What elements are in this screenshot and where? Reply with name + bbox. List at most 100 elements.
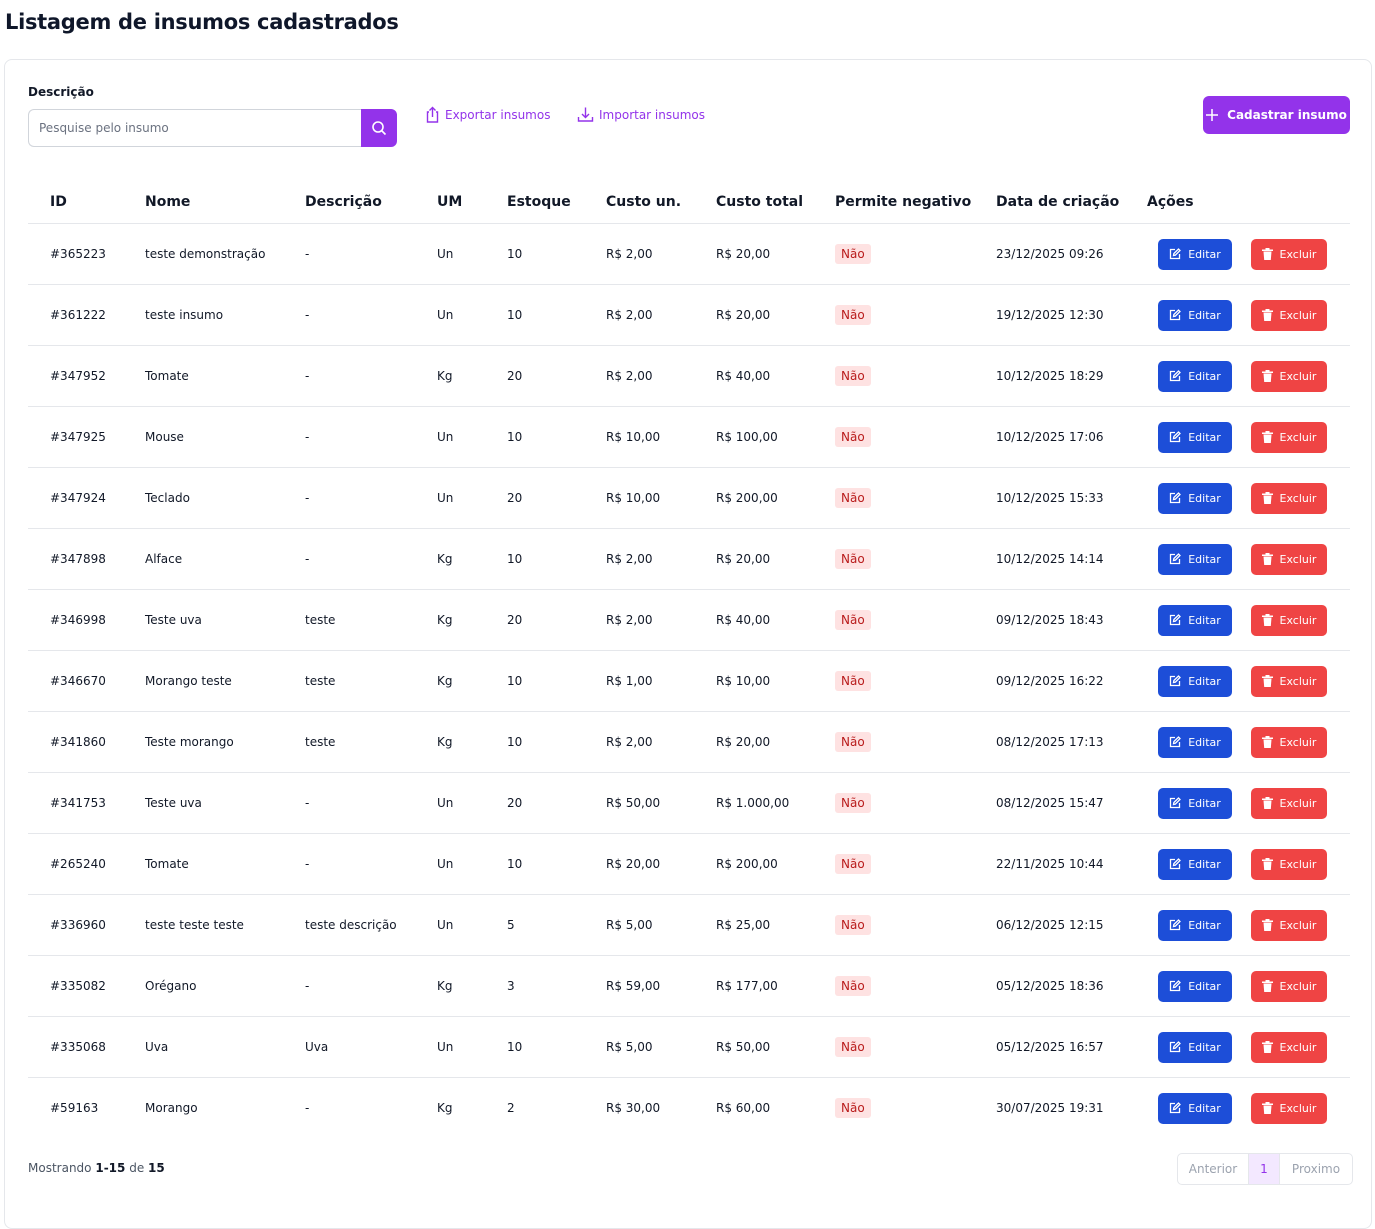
delete-button[interactable]: Excluir [1251,1031,1327,1063]
edit-text: Editar [1188,857,1221,871]
cell-text: - [305,247,310,261]
actions: Editar Excluir [1147,360,1350,392]
table-cell: #336960 [28,894,123,956]
edit-button[interactable]: Editar [1158,665,1232,697]
edit-button[interactable]: Editar [1158,360,1232,392]
search-button[interactable] [361,109,397,147]
delete-text: Excluir [1279,552,1317,566]
delete-button[interactable]: Excluir [1251,482,1327,514]
cell-text: - [305,308,310,322]
delete-icon [1261,858,1273,870]
column-header: Custo un. [584,180,694,224]
table-cell: Tomate [123,345,283,407]
table-cell: R$ 20,00 [694,284,813,346]
edit-button[interactable]: Editar [1158,421,1232,453]
cell-text: Kg [437,552,453,566]
cell-text: 5 [507,918,515,932]
delete-button[interactable]: Excluir [1251,1092,1327,1124]
table-cell: #361222 [28,284,123,346]
table-cell: 05/12/2025 16:57 [974,1016,1125,1078]
delete-button[interactable]: Excluir [1251,970,1327,1002]
delete-button[interactable]: Excluir [1251,604,1327,636]
table-cell: Kg [415,955,485,1017]
edit-button[interactable]: Editar [1158,787,1232,819]
page-button[interactable]: 1 [1248,1154,1280,1184]
delete-button[interactable]: Excluir [1251,665,1327,697]
table-cell: R$ 200,00 [694,467,813,529]
edit-button[interactable]: Editar [1158,909,1232,941]
cell-text: 09/12/2025 18:43 [996,613,1104,627]
create-text: Cadastrar insumo [1227,108,1347,122]
table-cell: R$ 1.000,00 [694,772,813,834]
table-cell: 09/12/2025 18:43 [974,589,1125,651]
import-link[interactable]: Importar insumos [577,106,705,123]
edit-text: Editar [1188,308,1221,322]
cell-text: 20 [507,796,523,810]
supplies-table: ID Nome Descrição UM Estoque Custo un. Custo t… [28,180,1350,1138]
cell-text: Un [437,430,454,444]
cell-text: Un [437,308,454,322]
edit-icon [1170,675,1182,687]
cell-text: R$ 200,00 [716,857,778,871]
search-input[interactable]: Pesquise pelo insumo [28,109,361,147]
cell-text: Kg [437,1101,453,1115]
edit-button[interactable]: Editar [1158,970,1232,1002]
export-text: Exportar insumos [445,108,551,122]
actions-cell: Editar Excluir [1125,1078,1350,1139]
table-cell: Kg [415,345,485,407]
table-cell: Mouse [123,406,283,468]
edit-button[interactable]: Editar [1158,543,1232,575]
table-cell: #347925 [28,406,123,468]
cell-text: Tomate [145,369,189,383]
cell-text: R$ 2,00 [606,735,653,749]
table-cell: 3 [485,955,584,1017]
delete-button[interactable]: Excluir [1251,543,1327,575]
table-cell: R$ 177,00 [694,955,813,1017]
column-header: Nome [123,180,283,224]
edit-button[interactable]: Editar [1158,604,1232,636]
table-cell: - [283,955,415,1017]
cell-text: 10/12/2025 17:06 [996,430,1104,444]
prev-button[interactable]: Anterior [1188,1162,1238,1176]
edit-button[interactable]: Editar [1158,482,1232,514]
table-cell: Não [813,589,974,651]
cell-text: - [305,430,310,444]
delete-button[interactable]: Excluir [1251,238,1327,270]
delete-button[interactable]: Excluir [1251,421,1327,453]
edit-button[interactable]: Editar [1158,1031,1232,1063]
edit-icon [1170,553,1182,565]
delete-button[interactable]: Excluir [1251,299,1327,331]
table-cell: R$ 200,00 [694,833,813,895]
actions: Editar Excluir [1147,421,1350,453]
edit-button[interactable]: Editar [1158,238,1232,270]
actions: Editar Excluir [1147,482,1350,514]
table-cell: teste insumo [123,284,283,346]
edit-button[interactable]: Editar [1158,726,1232,758]
delete-text: Excluir [1279,979,1317,993]
table-cell: Un [415,406,485,468]
table-row: #336960 teste teste teste teste descrição U… [28,894,1350,956]
next-button[interactable]: Proximo [1291,1162,1341,1176]
table-cell: R$ 10,00 [694,650,813,712]
export-link[interactable]: Exportar insumos [425,106,550,124]
table-cell: Uva [123,1016,283,1078]
edit-icon [1170,858,1182,870]
delete-button[interactable]: Excluir [1251,848,1327,880]
edit-button[interactable]: Editar [1158,1092,1232,1124]
delete-button[interactable]: Excluir [1251,360,1327,392]
delete-icon [1261,797,1273,809]
create-button[interactable]: Cadastrar insumo [1203,96,1350,134]
cell-text: 30/07/2025 19:31 [996,1101,1104,1115]
cell-text: Uva [305,1040,329,1054]
edit-icon [1170,614,1182,626]
edit-button[interactable]: Editar [1158,848,1232,880]
actions: Editar Excluir [1147,909,1350,941]
delete-button[interactable]: Excluir [1251,909,1327,941]
table-cell: Não [813,894,974,956]
delete-button[interactable]: Excluir [1251,787,1327,819]
delete-icon [1261,919,1273,931]
table-cell: Teste uva [123,772,283,834]
delete-button[interactable]: Excluir [1251,726,1327,758]
edit-button[interactable]: Editar [1158,299,1232,331]
table-cell: Uva [283,1016,415,1078]
